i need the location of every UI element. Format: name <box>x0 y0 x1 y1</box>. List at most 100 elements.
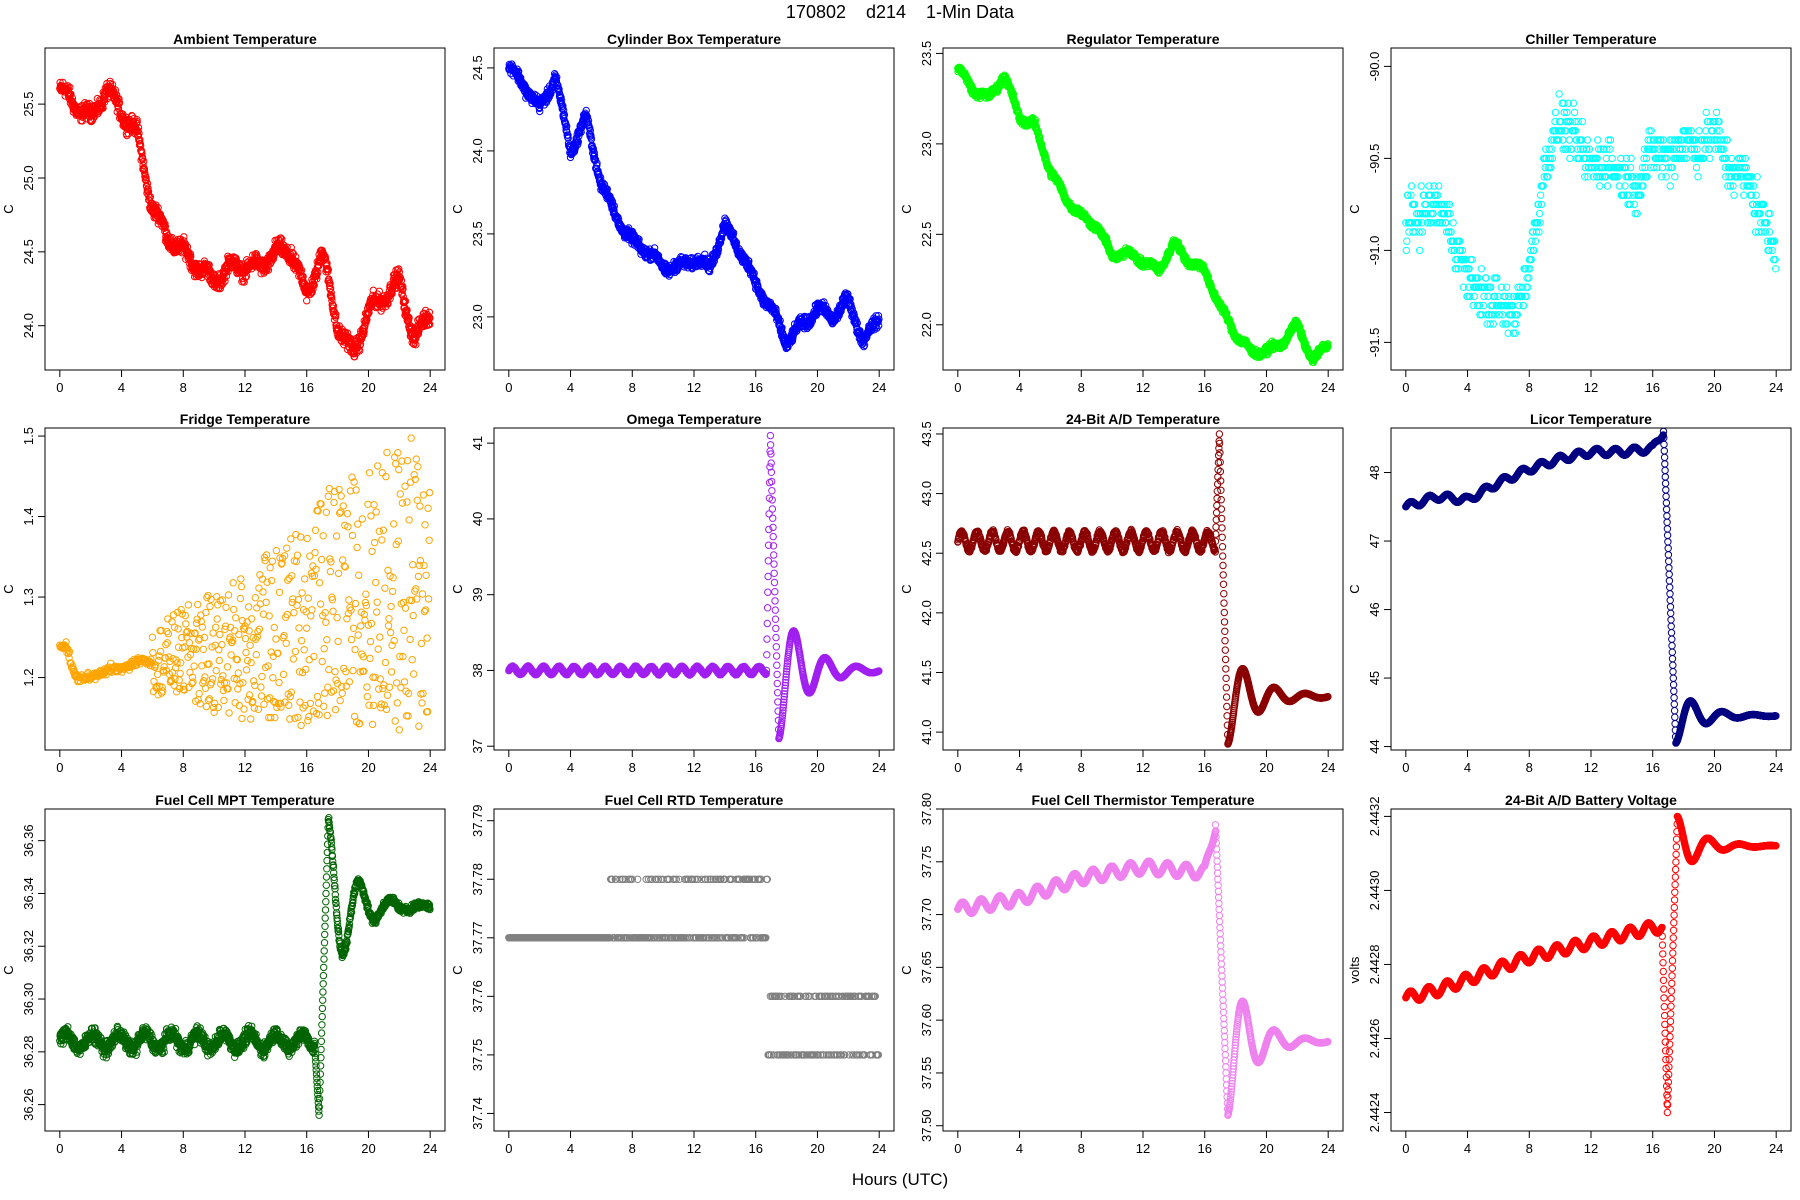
y-tick-label: 24.5 <box>470 55 485 80</box>
x-tick-label: 12 <box>687 380 701 395</box>
data-point <box>425 308 434 316</box>
data-point <box>358 332 367 340</box>
x-tick-label: 8 <box>629 380 636 395</box>
data-point <box>331 313 340 321</box>
y-tick-label: 22.5 <box>919 222 934 247</box>
data-point <box>123 131 131 140</box>
data-point <box>1535 209 1544 218</box>
data-point <box>324 265 332 274</box>
data-points <box>56 77 434 361</box>
data-point <box>294 261 302 269</box>
data-point <box>167 234 175 243</box>
data-point <box>198 273 206 282</box>
data-point <box>1435 182 1443 190</box>
data-point <box>1596 182 1604 190</box>
y-axis-label: C <box>450 204 465 213</box>
data-point <box>309 285 317 293</box>
data-point <box>239 277 247 285</box>
data-point <box>1555 90 1563 98</box>
data-points <box>505 60 883 353</box>
x-tick-label: 24 <box>1321 380 1335 395</box>
y-axis-label: C <box>899 204 914 213</box>
data-point <box>1566 154 1574 163</box>
data-point <box>399 285 407 293</box>
x-tick-label: 0 <box>56 380 63 395</box>
data-point <box>415 327 423 335</box>
y-tick-label: 24.0 <box>470 138 485 163</box>
data-point <box>375 287 383 295</box>
data-point <box>327 289 335 297</box>
y-tick-label: 23.0 <box>470 304 485 329</box>
data-point <box>323 264 332 273</box>
data-point <box>412 341 420 349</box>
y-axis-label: C <box>1 204 16 213</box>
data-point <box>1470 292 1478 301</box>
data-point <box>1565 136 1574 144</box>
data-point <box>328 296 336 305</box>
data-point <box>140 157 148 166</box>
data-point <box>144 184 152 192</box>
data-point <box>1630 200 1638 209</box>
data-point <box>364 310 372 318</box>
data-point <box>426 314 434 322</box>
data-point <box>1512 320 1520 328</box>
y-tick-label: 24.5 <box>21 239 36 264</box>
y-tick-label: 25.0 <box>21 165 36 190</box>
data-point <box>1449 219 1457 227</box>
x-tick-label: 24 <box>872 380 886 395</box>
data-point <box>1417 182 1425 190</box>
data-point <box>1692 163 1701 172</box>
x-tick-label: 0 <box>954 380 961 395</box>
data-point <box>1477 265 1486 273</box>
data-point <box>308 288 316 296</box>
data-point <box>205 261 213 269</box>
data-points <box>1402 90 1780 337</box>
y-tick-label: 23.5 <box>470 221 485 246</box>
data-point <box>1662 173 1670 181</box>
data-point <box>1402 246 1411 255</box>
data-point <box>1594 136 1602 144</box>
x-tick-label: 12 <box>1136 380 1150 395</box>
x-tick-label: 12 <box>238 380 252 395</box>
data-point <box>1536 191 1545 199</box>
data-point <box>399 282 407 291</box>
data-point <box>1551 108 1560 117</box>
data-point <box>1558 99 1566 107</box>
data-point <box>186 250 195 258</box>
data-point <box>414 330 423 338</box>
data-point <box>1702 108 1710 117</box>
x-tick-label: 20 <box>810 380 824 395</box>
data-point <box>1416 246 1424 255</box>
panel-title: Chiller Temperature <box>1525 31 1656 47</box>
data-point <box>221 277 229 285</box>
data-point <box>310 281 318 289</box>
panel-title: Ambient Temperature <box>173 31 317 47</box>
data-point <box>1694 173 1702 181</box>
data-point <box>1570 108 1579 117</box>
data-point <box>401 297 410 305</box>
data-point <box>288 248 296 257</box>
plot-frame <box>1390 47 1792 371</box>
x-tick-label: 8 <box>180 380 187 395</box>
data-point <box>162 228 171 236</box>
data-point <box>1578 117 1587 126</box>
data-point <box>1603 182 1612 190</box>
data-point <box>329 302 338 310</box>
data-point <box>1510 320 1519 328</box>
data-point <box>160 224 168 233</box>
panel-title: Regulator Temperature <box>1067 31 1220 47</box>
data-point <box>547 90 555 98</box>
data-point <box>128 112 137 120</box>
data-point <box>1403 237 1411 245</box>
data-point <box>1695 127 1703 135</box>
data-point <box>1627 154 1635 163</box>
data-point <box>303 297 311 305</box>
data-point <box>421 306 430 315</box>
x-tick-label: 20 <box>1259 380 1273 395</box>
x-tick-label: 16 <box>748 380 762 395</box>
data-point <box>516 74 525 82</box>
data-point <box>180 233 188 241</box>
